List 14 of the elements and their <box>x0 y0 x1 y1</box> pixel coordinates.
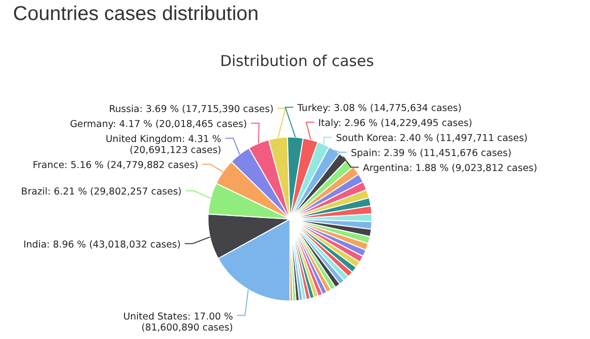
slice-label: Russia: 3.69 % (17,715,390 cases) <box>108 104 274 116</box>
slice-label: Spain: 2.39 % (11,451,676 cases) <box>350 148 512 160</box>
chart-subtitle: Distribution of cases <box>219 52 375 70</box>
slice-label: Argentina: 1.88 % (9,023,812 cases) <box>362 163 538 174</box>
slice-label: South Korea: 2.40 % (11,497,711 cases) <box>336 133 528 144</box>
slice-label: United States: 17.00 % (81,600,890 cases) <box>123 311 233 334</box>
chart-title: Countries cases distribution <box>13 3 259 26</box>
slice-label: Brazil: 6.21 % (29,802,257 cases) <box>21 186 182 198</box>
slice-label: Germany: 4.17 % (20,018,465 cases) <box>70 119 247 130</box>
slice-label: Turkey: 3.08 % (14,775,634 cases) <box>296 103 462 114</box>
slice-label: France: 5.16 % (24,779,882 cases) <box>32 160 198 172</box>
slice-label: United Kingdom: 4.31 % (20,691,123 cases) <box>106 134 222 156</box>
slice-label: Italy: 2.96 % (14,229,495 cases) <box>318 118 472 130</box>
slice-label: India: 8.96 % (43,018,032 cases) <box>23 240 181 251</box>
